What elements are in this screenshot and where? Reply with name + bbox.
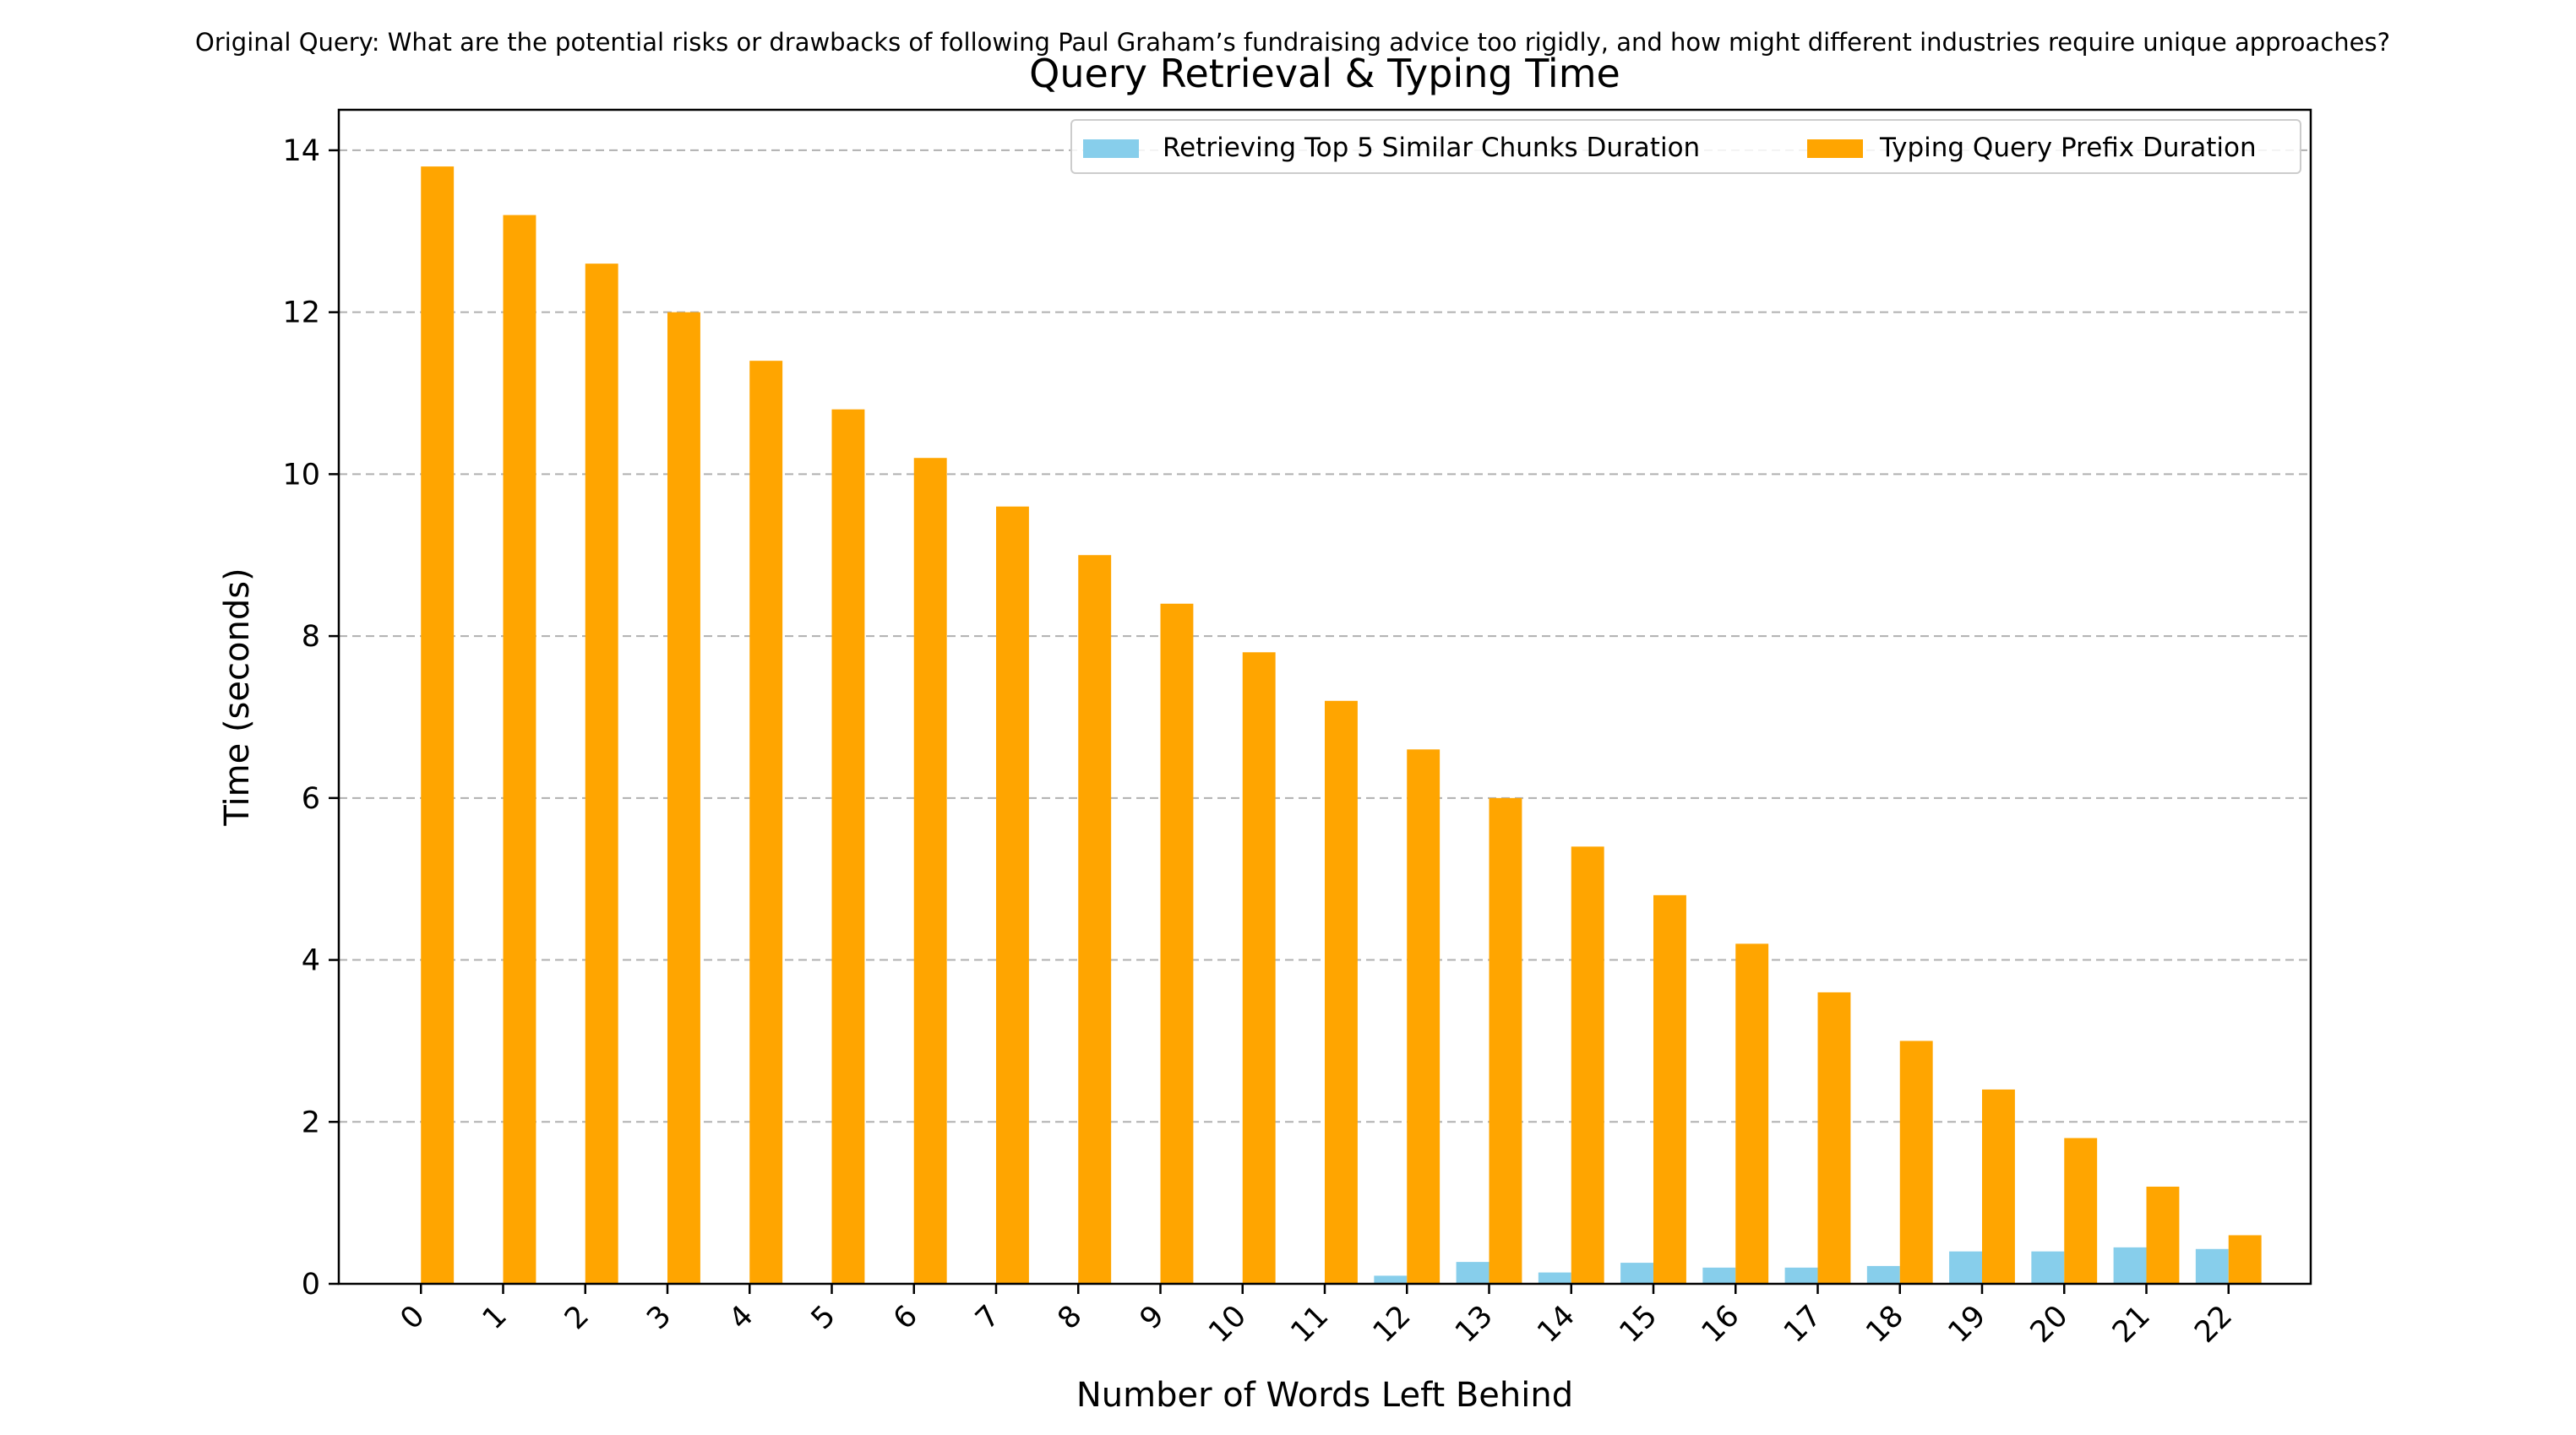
x-tick-label: 11 (1285, 1299, 1336, 1350)
x-tick-label: 13 (1449, 1299, 1500, 1350)
bar-typing (1735, 943, 1769, 1284)
suptitle: Original Query: What are the potential r… (195, 28, 2390, 57)
x-tick-label: 20 (2024, 1299, 2075, 1350)
bar-retrieval (1620, 1263, 1653, 1284)
bar-typing (2228, 1235, 2262, 1284)
bar-typing (749, 361, 783, 1285)
x-tick-label: 5 (805, 1299, 842, 1336)
bar-typing (1653, 894, 1686, 1284)
y-axis: 0 2 4 6 8 10 12 14 (282, 134, 339, 1302)
bar-typing (1571, 846, 1604, 1284)
x-tick-label: 0 (395, 1299, 432, 1336)
bar-retrieval (2195, 1248, 2229, 1284)
bar-retrieval (1456, 1262, 1490, 1284)
x-tick-label: 3 (640, 1299, 678, 1336)
legend-label: Typing Query Prefix Duration (1879, 133, 2257, 163)
legend-box (1070, 119, 2301, 174)
bar-typing (831, 409, 865, 1284)
x-tick-label: 7 (969, 1299, 1006, 1336)
bar-typing (1325, 700, 1358, 1284)
bar-retrieval (2031, 1251, 2065, 1284)
bar-typing (1078, 555, 1112, 1284)
x-tick-label: 8 (1052, 1299, 1089, 1336)
bar-typing (421, 166, 455, 1284)
bar-typing (1899, 1041, 1933, 1284)
x-tick-label: 16 (1696, 1299, 1746, 1350)
y-tick-label: 6 (302, 782, 320, 816)
x-tick-label: 12 (1367, 1299, 1418, 1350)
bar-typing (2064, 1138, 2098, 1284)
chart-title: Query Retrieval & Typing Time (1029, 51, 1620, 96)
bar-typing (996, 506, 1029, 1284)
bar-typing (1489, 797, 1522, 1284)
y-axis-label: Time (seconds) (218, 568, 257, 826)
bar-typing (667, 312, 700, 1285)
bar-typing (1407, 749, 1440, 1284)
x-tick-label: 17 (1778, 1299, 1828, 1350)
bar-typing (1817, 992, 1851, 1284)
bar-typing (913, 458, 947, 1284)
x-tick-label: 4 (723, 1299, 760, 1336)
x-axis: 0 1 2 3 4 5 6 7 8 9 10 11 12 13 14 15 16 17 18 19 20 21 22 (395, 1284, 2239, 1350)
y-tick-label: 10 (282, 458, 320, 492)
bar-retrieval (1538, 1272, 1571, 1284)
bar-retrieval (1702, 1267, 1736, 1284)
legend-swatch (1083, 139, 1139, 158)
x-tick-label: 18 (1860, 1299, 1910, 1350)
x-tick-label: 14 (1531, 1299, 1582, 1350)
x-tick-label: 15 (1614, 1299, 1664, 1350)
bar-typing (1982, 1089, 2015, 1284)
legend-swatch (1807, 139, 1863, 158)
bars (421, 166, 2262, 1285)
x-axis-label: Number of Words Left Behind (1076, 1376, 1573, 1415)
bar-typing (503, 215, 536, 1284)
bar-retrieval (2113, 1247, 2147, 1284)
bar-typing (2146, 1186, 2180, 1284)
y-tick-label: 12 (282, 296, 320, 330)
x-tick-label: 21 (2106, 1299, 2157, 1350)
y-tick-label: 0 (302, 1268, 320, 1302)
bar-retrieval (1374, 1275, 1408, 1284)
bar-typing (1160, 603, 1194, 1284)
y-tick-label: 14 (282, 134, 320, 168)
y-tick-label: 8 (302, 620, 320, 654)
bar-retrieval (1784, 1267, 1818, 1284)
bar-retrieval (1866, 1265, 1900, 1284)
x-tick-label: 19 (1942, 1299, 1993, 1350)
bar-typing (585, 264, 618, 1284)
bar-retrieval (1949, 1251, 1982, 1284)
y-tick-label: 4 (302, 944, 320, 978)
x-tick-label: 6 (887, 1299, 924, 1336)
x-tick-label: 9 (1134, 1299, 1171, 1336)
x-tick-label: 1 (477, 1299, 514, 1336)
x-tick-label: 2 (558, 1299, 596, 1336)
x-tick-label: 10 (1202, 1299, 1253, 1350)
legend-label: Retrieving Top 5 Similar Chunks Duration (1163, 133, 1700, 163)
legend: Retrieving Top 5 Similar Chunks Duration… (1070, 119, 2301, 174)
bar-typing (1242, 652, 1276, 1284)
y-tick-label: 2 (302, 1106, 320, 1139)
x-tick-label: 22 (2188, 1299, 2239, 1350)
